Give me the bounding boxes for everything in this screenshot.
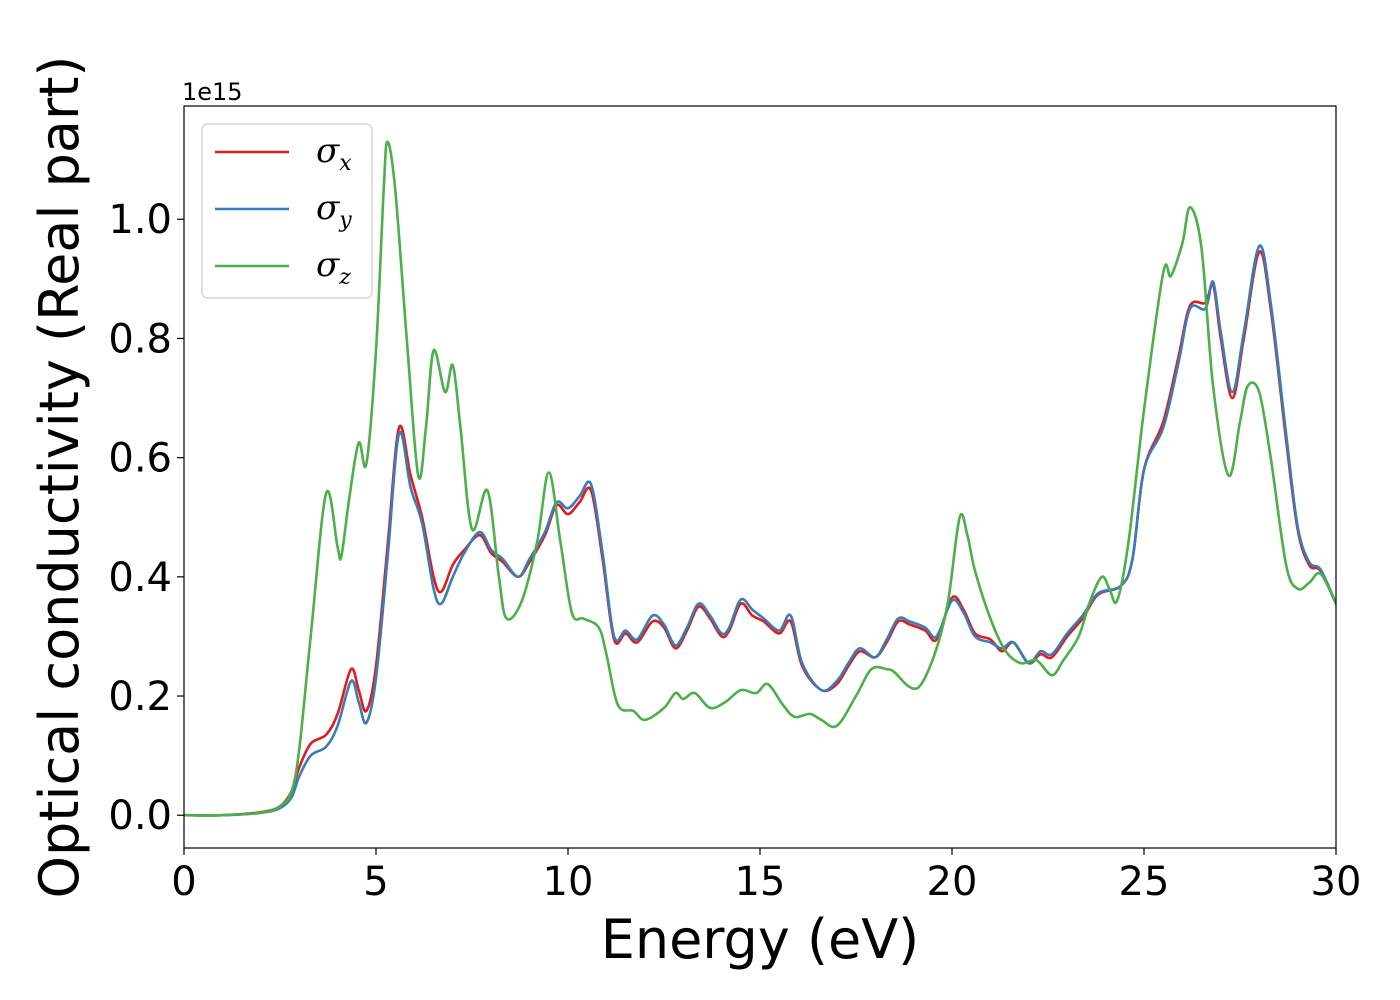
legend: σx σy σz <box>201 123 373 299</box>
y-axis-label: Optical conductivity (Real part) <box>28 56 91 899</box>
y-tick-label: 0.4 <box>108 555 172 601</box>
series-line-z <box>184 140 1336 817</box>
series-line-x <box>184 250 1336 817</box>
x-tick-label: 20 <box>927 859 978 905</box>
x-tick-label: 0 <box>171 859 196 905</box>
x-tick-label: 15 <box>735 859 786 905</box>
y-offset-text: 1e15 <box>182 78 243 106</box>
legend-label-y: σy <box>316 188 352 233</box>
x-tick-label: 5 <box>363 859 388 905</box>
y-tick-label: 0.6 <box>108 436 172 482</box>
x-axis-label: Energy (eV) <box>601 908 920 971</box>
series-layer <box>184 140 1336 817</box>
y-tick-label: 0.0 <box>108 793 172 839</box>
legend-label-z: σz <box>316 245 351 290</box>
y-tick-label: 0.8 <box>108 316 172 362</box>
x-tick-label: 30 <box>1311 859 1362 905</box>
x-tick-label: 25 <box>1119 859 1170 905</box>
legend-box <box>201 123 373 299</box>
y-tick-label: 1.0 <box>108 197 172 243</box>
ticks-layer: 0 5 10 15 20 25 30 0.0 0.2 0.4 0.6 0.8 1.0 <box>108 197 1361 905</box>
x-tick-label: 10 <box>543 859 594 905</box>
series-line-y <box>184 244 1336 817</box>
y-tick-label: 0.2 <box>108 674 172 720</box>
legend-label-x: σx <box>316 131 352 176</box>
